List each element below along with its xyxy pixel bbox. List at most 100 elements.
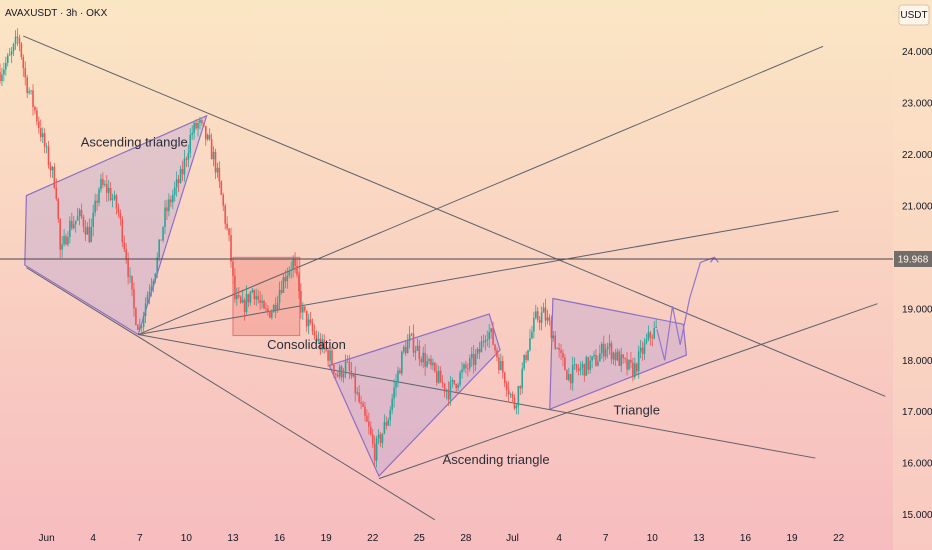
candle [201, 118, 203, 126]
candle-body [253, 290, 256, 300]
candle [333, 364, 335, 379]
candle [152, 278, 155, 293]
candle [630, 352, 632, 369]
candle-body [492, 328, 494, 345]
candle [544, 298, 547, 327]
candle-body [597, 361, 599, 366]
candle-body [208, 134, 211, 140]
candle-body [286, 275, 289, 282]
candle [127, 252, 129, 285]
candle-body [422, 352, 425, 363]
candle [327, 347, 329, 367]
candle-body [3, 69, 5, 75]
candle [150, 278, 153, 297]
trendline-2[interactable] [26, 267, 436, 521]
candle-body [393, 387, 395, 399]
candle-body [119, 212, 122, 219]
trendline-1[interactable] [23, 35, 886, 397]
candle-body [245, 294, 248, 313]
candle [53, 163, 56, 190]
candle-body [346, 361, 349, 363]
candle [422, 346, 425, 369]
current-price-tag[interactable] [894, 250, 932, 267]
candle [298, 271, 300, 300]
candle [131, 275, 133, 297]
currency-button-frame[interactable] [898, 4, 930, 26]
candle [449, 375, 452, 406]
annotation-layer: Ascending triangle Consolidation Ascending… [81, 135, 660, 468]
candle-body [401, 351, 403, 374]
candle-body [595, 354, 597, 366]
candle-body [335, 373, 337, 375]
candle-body [150, 286, 153, 292]
candle [331, 346, 333, 367]
candle-body [635, 363, 638, 372]
candle [647, 325, 650, 342]
candle-body [379, 434, 382, 443]
trendline-3[interactable] [138, 45, 824, 336]
currency-button[interactable]: USDT [898, 4, 930, 26]
candle [505, 380, 508, 397]
candle-body [428, 358, 430, 362]
candle-body [315, 335, 318, 342]
candle [435, 363, 438, 386]
candle [548, 314, 551, 326]
price-axis-panel[interactable] [893, 0, 932, 550]
currency-button-label[interactable]: USDT [900, 10, 927, 21]
candle [249, 290, 252, 306]
candle [368, 412, 370, 435]
candle [362, 400, 364, 407]
candle [560, 344, 562, 360]
candle [47, 141, 50, 169]
trendline-6[interactable] [378, 303, 878, 480]
candle [20, 42, 23, 60]
candle [105, 175, 108, 202]
candle-body [71, 220, 73, 229]
candle [39, 119, 42, 142]
candle [232, 260, 234, 285]
candle [284, 270, 287, 289]
trendline-5[interactable] [138, 334, 816, 459]
candle-body [57, 198, 60, 219]
candle [24, 61, 27, 86]
candle-body [373, 443, 376, 461]
candle-body [406, 341, 409, 354]
candle [317, 331, 320, 344]
candle [500, 353, 502, 371]
candle [84, 220, 87, 242]
candle [168, 193, 170, 217]
candle-body [568, 374, 570, 380]
candle-body [88, 226, 91, 243]
candle [406, 334, 409, 354]
candle-body [478, 348, 481, 353]
candle-body [651, 337, 654, 339]
pattern-label-3: Ascending triangle [443, 452, 550, 467]
candle-body [171, 194, 174, 203]
candle-body [511, 393, 514, 398]
candle-body [447, 389, 450, 400]
candle-body [323, 339, 325, 348]
candle [181, 160, 184, 181]
candle [395, 373, 397, 397]
candle [28, 87, 30, 95]
candle [637, 345, 640, 379]
candle [564, 354, 566, 371]
candle-body [105, 184, 108, 193]
candle [614, 349, 617, 366]
candle [416, 338, 419, 352]
trendline-4[interactable] [138, 210, 839, 336]
candle-body [5, 63, 7, 70]
symbol-title[interactable]: AVAXUSDT · 3h · OKX [5, 8, 108, 19]
candle [57, 197, 60, 224]
candle-body [146, 295, 149, 304]
candle [323, 334, 325, 354]
y-tick-label: 22.000 [902, 150, 932, 161]
candle [496, 347, 498, 362]
candle [162, 226, 164, 243]
candle [16, 28, 19, 47]
candle-body [164, 207, 166, 227]
candle [166, 199, 168, 221]
candle [236, 287, 238, 306]
candle [529, 329, 531, 352]
